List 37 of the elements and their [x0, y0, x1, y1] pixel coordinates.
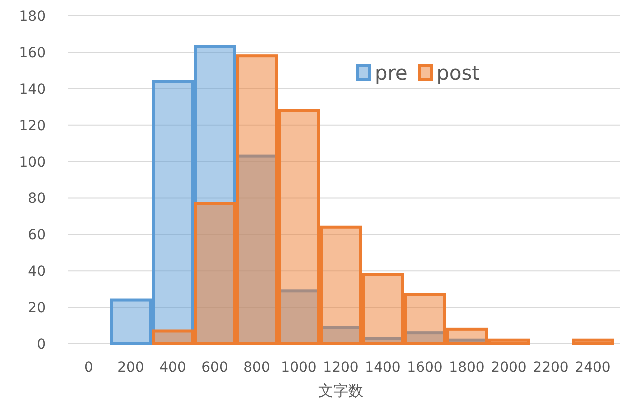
y-tick-label: 180 — [19, 9, 46, 25]
y-tick-label: 160 — [19, 45, 46, 62]
x-tick-label: 1800 — [449, 360, 485, 376]
x-tick-label: 600 — [202, 360, 228, 376]
x-tick-label: 0 — [84, 360, 94, 376]
bar — [110, 298, 152, 346]
bar — [488, 338, 530, 346]
legend-label: pre — [375, 61, 408, 85]
bar — [152, 330, 194, 346]
y-tick-label: 0 — [37, 337, 46, 353]
x-tick-label: 2000 — [491, 360, 527, 376]
y-tick-label: 80 — [28, 191, 46, 208]
y-tick-label: 60 — [28, 228, 46, 244]
x-tick-label: 2200 — [533, 360, 569, 376]
x-axis-title: 文字数 — [318, 382, 364, 400]
x-tick-label: 1200 — [323, 360, 359, 376]
bar — [320, 226, 362, 346]
bar — [404, 293, 446, 346]
bar — [236, 54, 278, 346]
x-tick-label: 1600 — [407, 360, 443, 376]
y-tick-label: 120 — [19, 118, 46, 134]
bar — [446, 328, 488, 346]
y-tick-label: 140 — [19, 82, 46, 98]
bar — [572, 338, 614, 346]
y-tick-label: 20 — [28, 300, 46, 317]
bar — [194, 202, 236, 346]
y-tick-label: 100 — [19, 154, 46, 171]
legend-label: post — [436, 61, 480, 85]
bar — [278, 109, 320, 346]
x-tick-label: 400 — [160, 360, 186, 376]
x-tick-label: 200 — [118, 360, 144, 376]
y-tick-label: 40 — [28, 264, 46, 280]
x-tick-label: 1400 — [365, 360, 401, 376]
x-tick-label: 2400 — [575, 360, 611, 376]
x-tick-label: 1000 — [281, 360, 317, 376]
bar — [362, 273, 404, 346]
x-tick-label: 800 — [244, 360, 270, 376]
